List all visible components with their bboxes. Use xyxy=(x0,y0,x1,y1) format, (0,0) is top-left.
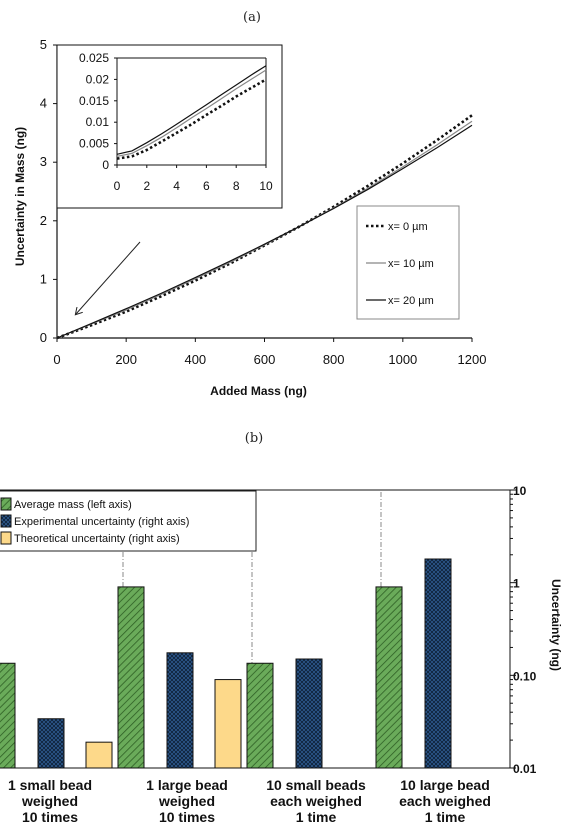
category-label-0: weighed xyxy=(21,793,78,809)
right-tick-label: 10 xyxy=(513,484,527,498)
inset-x-tick-label: 8 xyxy=(233,179,240,193)
panel-label-b: (b) xyxy=(244,431,264,446)
category-label-1: 1 large bead xyxy=(146,777,228,793)
bar-2-0 xyxy=(85,741,113,769)
legend-label-1: x= 10 µm xyxy=(388,258,434,270)
legend-swatch-1 xyxy=(0,514,12,528)
inset-x-tick-label: 2 xyxy=(143,179,150,193)
bar-0-1 xyxy=(117,586,145,769)
category-label-3: each weighed xyxy=(399,793,491,809)
category-label-2: 10 small beads xyxy=(266,777,366,793)
x-tick-label: 800 xyxy=(323,352,345,367)
y-tick-label: 3 xyxy=(40,154,47,169)
category-label-3: 10 large bead xyxy=(400,777,490,793)
inset-x-tick-label: 10 xyxy=(259,179,273,193)
legend-label-2: x= 20 µm xyxy=(388,295,434,307)
legend-label-1: Experimental uncertainty (right axis) xyxy=(14,516,189,528)
inset-series-line-0 xyxy=(116,78,267,160)
inset-y-tick-label: 0.01 xyxy=(86,115,110,129)
y-tick-label: 1 xyxy=(40,271,47,286)
series-line-2 xyxy=(56,124,473,339)
bar-1-1 xyxy=(166,652,194,769)
bar-1-0 xyxy=(37,718,65,769)
category-label-0: 1 small bead xyxy=(8,777,92,793)
inset-y-tick-label: 0.025 xyxy=(79,51,109,65)
right-tick-label: 0.01 xyxy=(513,762,537,776)
inset-x-tick-label: 6 xyxy=(203,179,210,193)
category-label-0: 10 times xyxy=(22,809,78,825)
x-tick-label: 1200 xyxy=(458,352,487,367)
bar-1-3 xyxy=(424,558,452,769)
x-tick-label: 1000 xyxy=(388,352,417,367)
legend-swatch-2 xyxy=(0,531,12,545)
x-tick-label: 400 xyxy=(184,352,206,367)
category-label-2: each weighed xyxy=(270,793,362,809)
inset-y-tick-label: 0.015 xyxy=(79,94,109,108)
bar-0-3 xyxy=(375,586,403,769)
legend-label-0: Average mass (left axis) xyxy=(14,499,132,511)
inset-series-line-1 xyxy=(116,69,267,157)
x-tick-label: 600 xyxy=(254,352,276,367)
inset-x-tick-label: 4 xyxy=(173,179,180,193)
inset-y-tick-label: 0.02 xyxy=(86,72,110,86)
legend-label-2: Theoretical uncertainty (right axis) xyxy=(14,533,180,545)
bar-2-1 xyxy=(214,679,242,769)
bar-0-2 xyxy=(246,662,274,769)
panel-label-a: (a) xyxy=(243,10,261,25)
inset-y-tick-label: 0.005 xyxy=(79,137,109,151)
x-tick-label: 0 xyxy=(53,352,60,367)
legend-label-0: x= 0 µm xyxy=(388,221,428,233)
x-tick-label: 200 xyxy=(115,352,137,367)
category-label-1: 10 times xyxy=(159,809,215,825)
bar-0-0 xyxy=(0,662,16,769)
right-tick-label: 0.10 xyxy=(513,669,537,683)
category-label-2: 1 time xyxy=(296,809,337,825)
bar-1-2 xyxy=(295,658,323,769)
y-tick-label: 4 xyxy=(40,96,47,111)
inset-x-tick-label: 0 xyxy=(114,179,121,193)
inset-y-tick-label: 0 xyxy=(102,158,109,172)
y-axis-title: Uncertainty in Mass (ng) xyxy=(13,127,27,266)
y-tick-label: 0 xyxy=(40,330,47,345)
inset-frame xyxy=(56,44,283,209)
legend-swatch-0 xyxy=(0,497,12,511)
y-tick-label: 2 xyxy=(40,213,47,228)
y-tick-label: 5 xyxy=(40,37,47,52)
right-axis-title: Uncertainty (ng) xyxy=(549,579,563,671)
category-label-3: 1 time xyxy=(425,809,466,825)
category-label-1: weighed xyxy=(158,793,215,809)
legend-box xyxy=(0,490,257,552)
right-tick-label: 1 xyxy=(513,577,520,591)
inset-series-line-2 xyxy=(116,65,267,155)
x-axis-title: Added Mass (ng) xyxy=(210,384,307,398)
inset-pointer-arrow xyxy=(76,241,141,314)
